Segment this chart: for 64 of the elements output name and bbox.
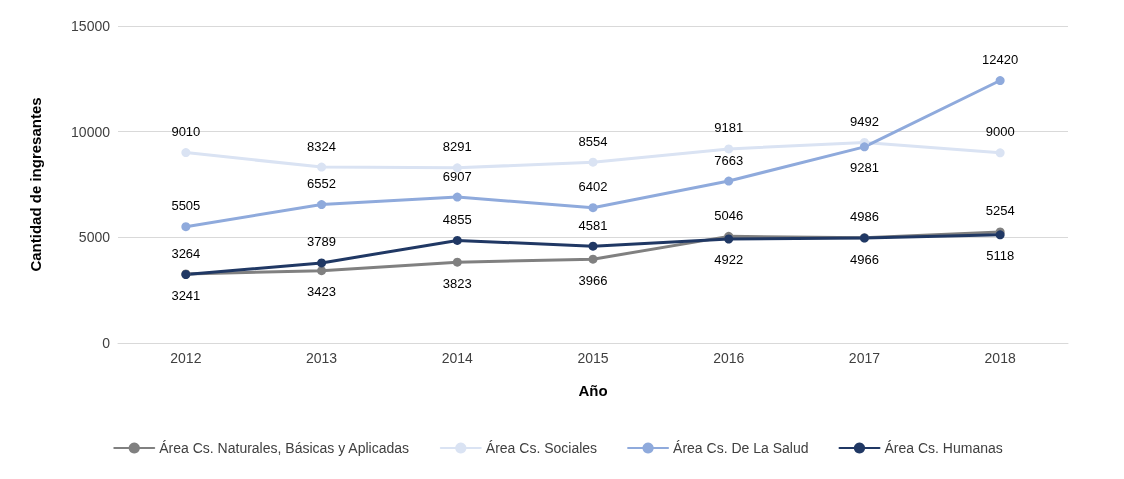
- data-label: 4966: [849, 251, 879, 267]
- data-label: 9000: [985, 124, 1015, 140]
- data-label: 4855: [442, 211, 472, 227]
- point: [452, 192, 462, 202]
- data-label: 8291: [442, 139, 472, 155]
- data-label: 3823: [442, 275, 472, 291]
- y-axis-title: Cantidad de ingresantes: [27, 97, 44, 272]
- x-axis-title: Año: [578, 382, 608, 399]
- x-tick-label: 2013: [305, 350, 338, 366]
- data-label: 3423: [307, 284, 337, 300]
- x-tick-label: 2016: [713, 350, 745, 366]
- point: [452, 163, 462, 173]
- data-label: 3241: [171, 288, 201, 304]
- y-tick-label: 10000: [71, 123, 111, 140]
- data-label: 6552: [307, 176, 337, 192]
- point: [588, 241, 598, 251]
- data-label: 3264: [171, 245, 201, 261]
- data-label: 4922: [714, 252, 744, 268]
- x-tick-label: 2018: [984, 350, 1016, 366]
- point: [588, 203, 598, 213]
- point: [181, 148, 191, 158]
- legend-label: Área Cs. De La Salud: [673, 440, 809, 456]
- x-tick-label: 2012: [170, 350, 202, 366]
- data-label: 7663: [714, 152, 744, 168]
- point: [181, 222, 191, 232]
- data-label: 6402: [578, 179, 608, 195]
- x-tick-label: 2014: [441, 350, 474, 366]
- point: [995, 148, 1005, 158]
- data-label: 3789: [307, 234, 337, 250]
- data-label: 8324: [307, 138, 337, 154]
- data-label: 4581: [578, 217, 608, 233]
- point: [452, 235, 462, 245]
- data-label: 5254: [985, 203, 1015, 219]
- data-label: 5505: [171, 198, 201, 214]
- data-label: 5118: [986, 248, 1015, 264]
- point: [724, 144, 734, 154]
- data-label: 9281: [849, 160, 879, 176]
- data-label: 12420: [982, 52, 1019, 68]
- data-label: 8554: [578, 133, 608, 149]
- data-label: 5046: [714, 207, 744, 223]
- legend-label: Área Cs. Humanas: [884, 440, 1003, 456]
- data-label: 9181: [714, 120, 744, 136]
- data-label: 9010: [171, 124, 201, 140]
- point: [588, 157, 598, 167]
- point: [995, 76, 1005, 86]
- data-label: 3966: [578, 272, 608, 288]
- point: [452, 257, 462, 267]
- y-tick-label: 5000: [78, 229, 111, 246]
- legend-label: Área Cs. Naturales, Básicas y Aplicadas: [159, 440, 410, 456]
- data-label: 6907: [442, 168, 472, 184]
- point: [317, 200, 327, 210]
- point: [588, 254, 598, 264]
- y-tick-label: 15000: [71, 18, 111, 34]
- x-tick-label: 2017: [848, 350, 881, 366]
- y-tick-label: 0: [102, 335, 111, 351]
- data-label: 4986: [849, 209, 879, 225]
- legend-label: Área Cs. Sociales: [485, 440, 598, 456]
- point: [317, 162, 327, 172]
- x-tick-label: 2015: [577, 350, 609, 366]
- point: [317, 258, 327, 268]
- point: [724, 176, 734, 186]
- data-label: 9492: [849, 113, 879, 129]
- point: [317, 266, 327, 276]
- point: [859, 142, 869, 152]
